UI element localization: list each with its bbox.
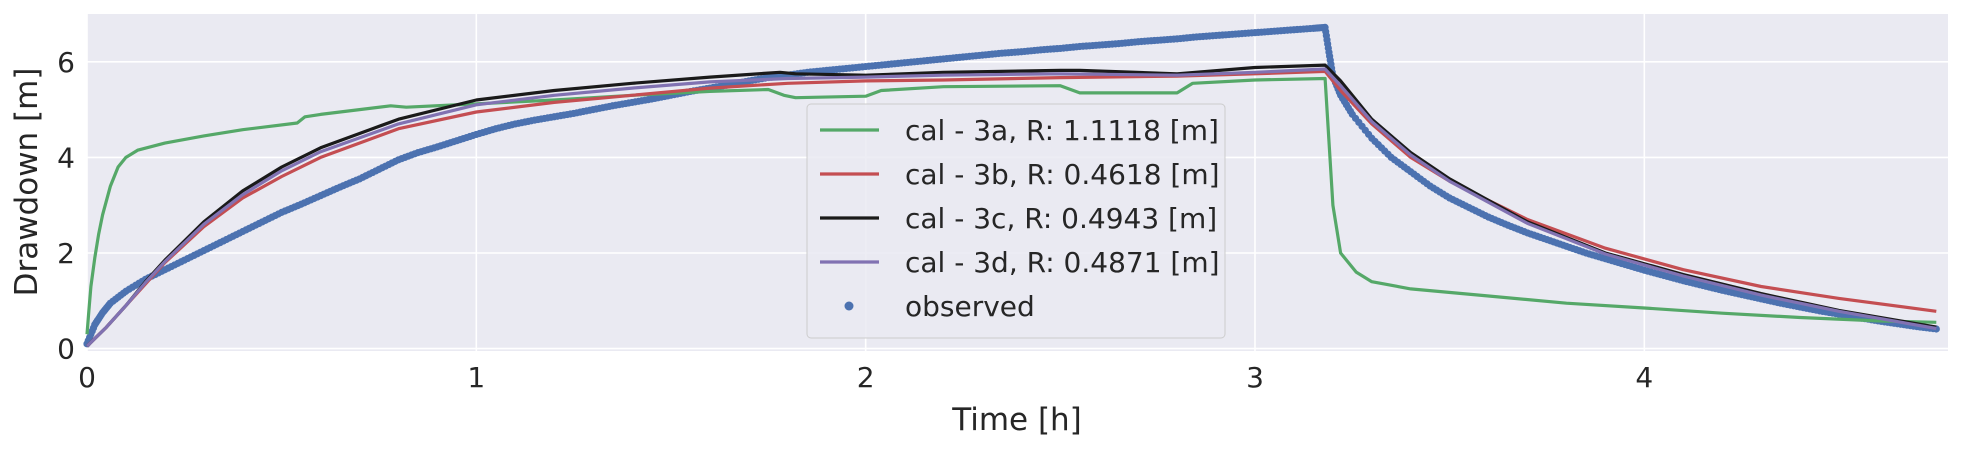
legend-entry-label: observed xyxy=(905,290,1035,323)
y-tick-label: 6 xyxy=(57,46,75,79)
legend-box xyxy=(806,103,1226,339)
x-tick-label: 3 xyxy=(1246,361,1264,394)
y-axis-label: Drawdown [m] xyxy=(9,68,45,297)
x-tick-label: 1 xyxy=(467,361,485,394)
series-line-2 xyxy=(85,69,1937,348)
legend-entry-label: cal - 3a, R: 1.1118 [m] xyxy=(905,114,1219,147)
x-tick-label: 2 xyxy=(857,361,875,394)
series-line-1 xyxy=(85,76,1937,335)
y-tick-label: 4 xyxy=(57,141,75,174)
series-line-4 xyxy=(85,67,1937,348)
x-tick-label: 0 xyxy=(78,361,96,394)
legend-entry-label: cal - 3d, R: 0.4871 [m] xyxy=(905,246,1220,279)
y-tick-label: 2 xyxy=(57,237,75,270)
series-observed-points xyxy=(83,23,1940,348)
y-tick-label: 0 xyxy=(57,333,75,366)
x-tick-label: 4 xyxy=(1635,361,1653,394)
legend: cal - 3a, R: 1.1118 [m] cal - 3b, R: 0.46… xyxy=(806,103,1226,339)
series-layer xyxy=(83,23,1940,348)
x-axis-label: Time [h] xyxy=(951,402,1082,438)
legend-entry-label: cal - 3c, R: 0.4943 [m] xyxy=(905,202,1217,235)
legend-marker xyxy=(844,301,854,311)
tick-labels: 0 1 2 3 4 0 2 4 6 xyxy=(57,46,1653,394)
legend-entry-label: cal - 3b, R: 0.4618 [m] xyxy=(905,158,1220,191)
